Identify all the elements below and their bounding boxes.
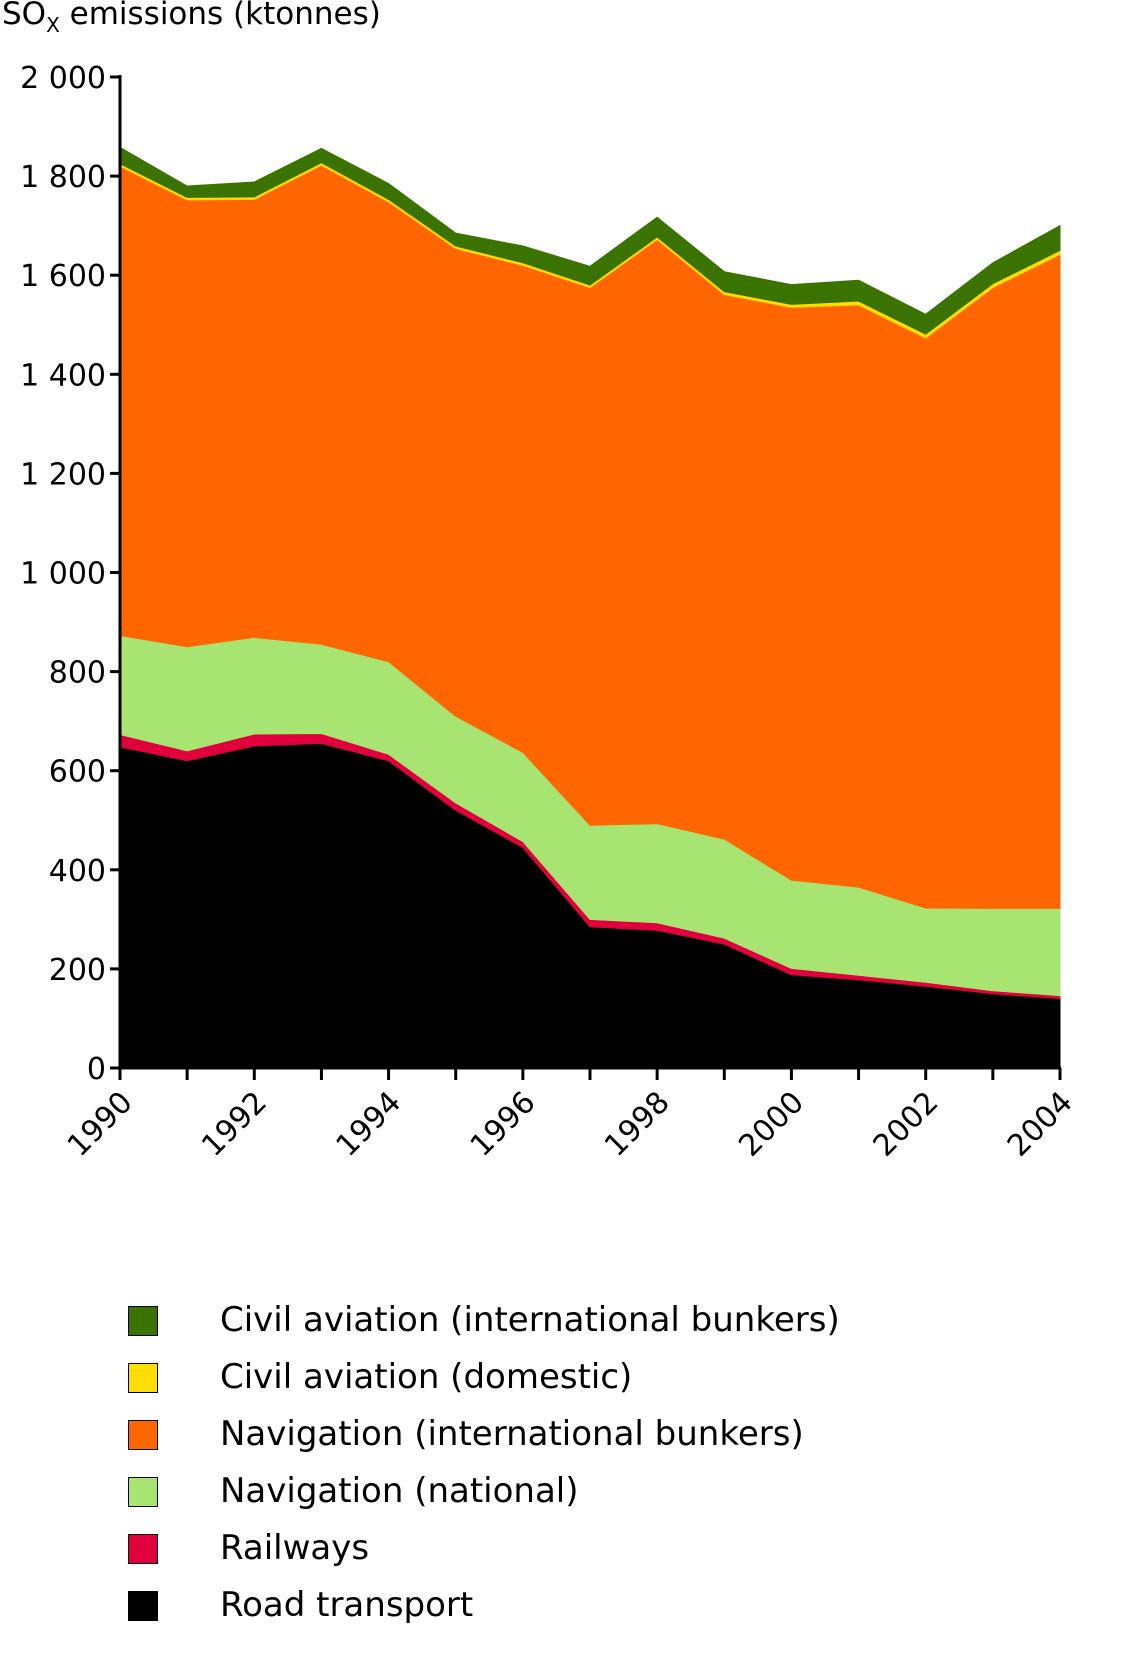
legend-label-navigation-national: Navigation (national) (220, 1471, 579, 1511)
legend-swatch-civil-aviation-international (128, 1306, 158, 1336)
y-axis-title: SOX emissions (ktonnes) (2, 0, 381, 37)
area-civil-aviation-international-bunkers (119, 146, 1061, 335)
legend-swatch-civil-aviation-domestic (128, 1363, 158, 1393)
legend-label-railways: Railways (220, 1528, 370, 1568)
y-tick-label: 1 400 (20, 358, 106, 393)
y-tick-label: 200 (49, 953, 106, 988)
legend-swatch-navigation-international (128, 1420, 158, 1450)
legend-label-navigation-international: Navigation (international bunkers) (220, 1414, 804, 1454)
area-series-group (119, 146, 1061, 1069)
y-tick-label: 1 600 (20, 259, 106, 294)
y-tick-label: 0 (87, 1052, 106, 1087)
x-tick-label: 2004 (1001, 1085, 1080, 1164)
x-tick-label: 1996 (464, 1085, 543, 1164)
y-tick-label: 2 000 (20, 61, 106, 96)
legend-label-civil-aviation-international: Civil aviation (international bunkers) (220, 1300, 840, 1340)
y-tick-label: 1 200 (20, 457, 106, 492)
y-tick-label: 1 800 (20, 160, 106, 195)
y-axis-title-main: SO (2, 0, 47, 32)
legend-label-civil-aviation-domestic: Civil aviation (domestic) (220, 1357, 633, 1397)
legend-swatch-navigation-national (128, 1477, 158, 1507)
x-tick-label: 2002 (867, 1085, 946, 1164)
y-tick-label: 1 000 (20, 557, 106, 592)
legend-swatch-road-transport (128, 1591, 158, 1621)
legend-label-road-transport: Road transport (220, 1585, 474, 1625)
stacked-area-chart: 0 200 400 600 800 1 000 1 200 1 400 1 600 1 800 2 … (20, 61, 1080, 1164)
x-tick-label: 1998 (598, 1085, 677, 1164)
x-tick-label: 1990 (61, 1085, 140, 1164)
y-axis-title-subscript: X (46, 13, 60, 37)
x-tick-label: 2000 (732, 1085, 811, 1164)
x-tick-label: 1994 (329, 1085, 408, 1164)
y-tick-label: 800 (49, 656, 106, 691)
y-tick-label: 400 (49, 854, 106, 889)
y-tick-label: 600 (49, 755, 106, 790)
legend-swatch-railways (128, 1534, 158, 1564)
x-tick-label: 1992 (195, 1085, 274, 1164)
y-axis-title-rest: emissions (ktonnes) (59, 0, 381, 32)
